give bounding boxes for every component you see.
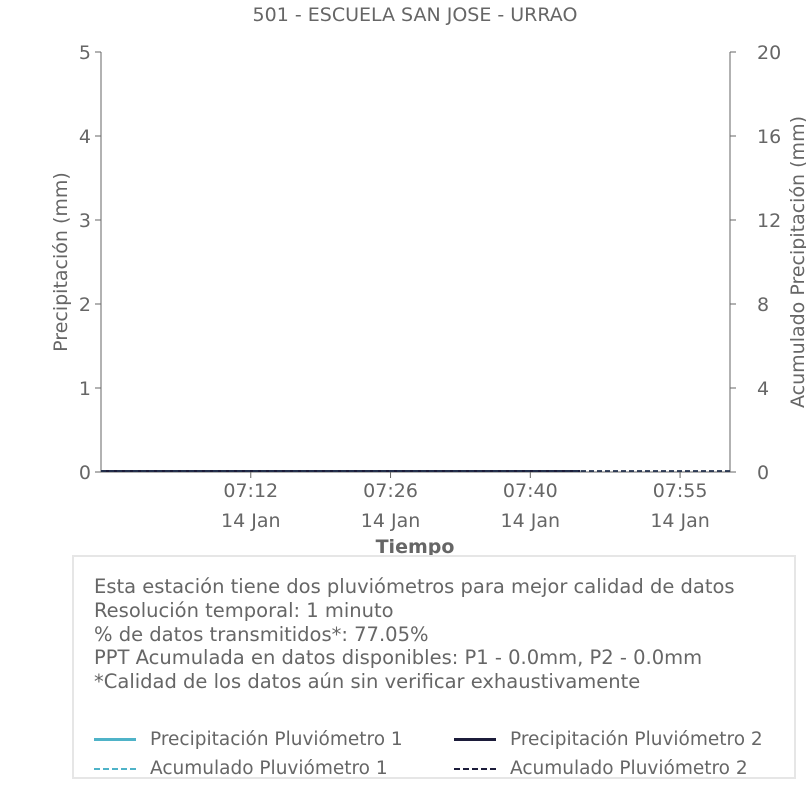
y-tick-label: 3 [79,210,91,232]
legend-swatch [454,738,496,741]
left-y-ticks: 0 1 2 3 4 5 [79,42,101,484]
x-tick-date: 14 Jan [650,510,710,532]
x-tick-label: 07:12 [223,480,278,502]
y-tick-label: 1 [79,378,91,400]
info-line: Resolución temporal: 1 minuto [94,598,394,622]
y2-tick-label: 12 [757,210,781,232]
legend-label: Precipitación Pluviómetro 2 [510,729,763,750]
x-tick-date: 14 Jan [221,510,281,532]
x-tick-label: 07:40 [503,480,558,502]
legend-swatch [94,738,136,741]
x-tick-label: 07:55 [653,480,708,502]
x-tick-date: 14 Jan [501,510,561,532]
legend-swatch [454,767,496,770]
legend-item-precip-p1[interactable]: Precipitación Pluviómetro 1 [94,729,403,750]
x-tick-date: 14 Jan [361,510,421,532]
legend-item-acum-p1[interactable]: Acumulado Pluviómetro 1 [94,758,388,779]
y-tick-label: 4 [79,126,91,148]
x-axis-label: Tiempo [376,536,455,558]
legend-swatch [94,767,136,770]
legend-label: Precipitación Pluviómetro 1 [150,729,403,750]
right-y-ticks: 0 4 8 12 16 20 [730,42,781,484]
legend-label: Acumulado Pluviómetro 2 [510,758,748,779]
info-line: % de datos transmitidos*: 77.05% [94,622,429,646]
y2-tick-label: 16 [757,126,781,148]
chart-title: 501 - ESCUELA SAN JOSE - URRAO [253,4,578,26]
y2-tick-label: 20 [757,42,781,64]
info-line: *Calidad de los datos aún sin verificar … [94,670,641,694]
y-tick-label: 0 [79,462,91,484]
legend-item-acum-p2[interactable]: Acumulado Pluviómetro 2 [454,758,748,779]
y-axis-label: Precipitación (mm) [50,172,72,352]
legend-item-precip-p2[interactable]: Precipitación Pluviómetro 2 [454,729,763,750]
y2-tick-label: 0 [757,462,769,484]
y2-tick-label: 8 [757,294,769,316]
x-ticks: 07:12 14 Jan 07:26 14 Jan 07:40 14 Jan 07:55 14… [221,472,710,532]
legend-label: Acumulado Pluviómetro 1 [150,758,388,779]
chart-axes [100,52,731,473]
y-tick-label: 2 [79,294,91,316]
y-tick-label: 5 [79,42,91,64]
info-legend-box: Esta estación tiene dos pluviómetros par… [72,555,796,779]
x-tick-label: 07:26 [363,480,418,502]
y2-tick-label: 4 [757,378,769,400]
info-line: Esta estación tiene dos pluviómetros par… [94,575,735,598]
station-info: Esta estación tiene dos pluviómetros par… [94,575,735,694]
info-line: PPT Acumulada en datos disponibles: P1 -… [94,646,703,670]
y2-axis-label: Acumulado Precipitación (mm) [787,116,806,408]
